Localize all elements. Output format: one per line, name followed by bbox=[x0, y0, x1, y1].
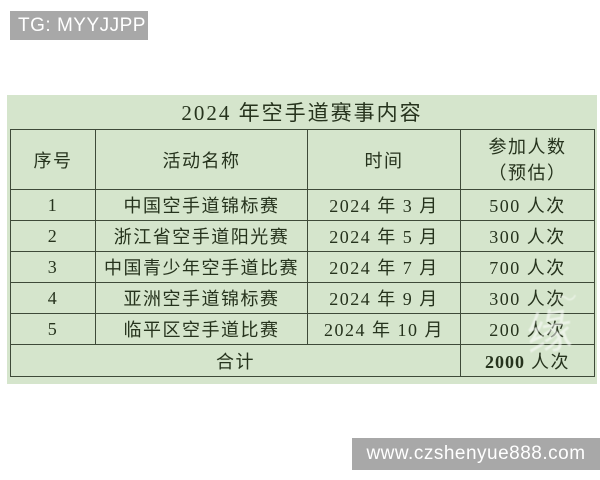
cell-time: 2024 年 9 月 bbox=[307, 282, 461, 314]
table-row: 5 临平区空手道比赛 2024 年 10 月 200 人次 bbox=[10, 313, 595, 345]
events-table: 序号 活动名称 时间 参加人数 （预估） 1 中国空手道锦标赛 2024 年 3… bbox=[10, 129, 595, 377]
total-participants-unit: 人次 bbox=[531, 351, 570, 372]
cell-no: 4 bbox=[10, 282, 96, 314]
total-participants-number: 2000 bbox=[485, 351, 525, 372]
table-total-row: 合计 2000 人次 bbox=[10, 344, 595, 377]
cell-activity-name: 亚洲空手道锦标赛 bbox=[95, 282, 308, 314]
url-bar: www.czshenyue888.com bbox=[352, 438, 600, 470]
cell-no: 1 bbox=[10, 189, 96, 221]
cell-activity-name: 中国空手道锦标赛 bbox=[95, 189, 308, 221]
table-row: 2 浙江省空手道阳光赛 2024 年 5 月 300 人次 bbox=[10, 220, 595, 252]
table-row: 3 中国青少年空手道比赛 2024 年 7 月 700 人次 bbox=[10, 251, 595, 283]
cell-activity-name: 临平区空手道比赛 bbox=[95, 313, 308, 345]
table-row: 4 亚洲空手道锦标赛 2024 年 9 月 300 人次 bbox=[10, 282, 595, 314]
table-row: 1 中国空手道锦标赛 2024 年 3 月 500 人次 bbox=[10, 189, 595, 221]
header-participants: 参加人数 （预估） bbox=[460, 129, 595, 190]
total-label: 合计 bbox=[10, 344, 461, 377]
header-activity-name: 活动名称 bbox=[95, 129, 308, 190]
header-participants-line2: （预估） bbox=[488, 162, 567, 183]
cell-time: 2024 年 7 月 bbox=[307, 251, 461, 283]
cell-no: 2 bbox=[10, 220, 96, 252]
events-panel: 2024 年空手道赛事内容 序号 活动名称 时间 参加人数 （预估） 1 中国空… bbox=[7, 95, 597, 384]
cell-participants: 500 人次 bbox=[460, 189, 595, 221]
cell-time: 2024 年 3 月 bbox=[307, 189, 461, 221]
cell-participants: 300 人次 bbox=[460, 220, 595, 252]
cell-activity-name: 中国青少年空手道比赛 bbox=[95, 251, 308, 283]
header-time: 时间 bbox=[307, 129, 461, 190]
total-participants: 2000 人次 bbox=[460, 344, 595, 377]
cell-no: 5 bbox=[10, 313, 96, 345]
cell-participants: 700 人次 bbox=[460, 251, 595, 283]
tg-badge: TG: MYYJJPP bbox=[10, 11, 148, 40]
page-title: 2024 年空手道赛事内容 bbox=[181, 101, 423, 125]
table-header-row: 序号 活动名称 时间 参加人数 （预估） bbox=[10, 129, 595, 190]
header-participants-line1: 参加人数 bbox=[488, 136, 567, 157]
cell-time: 2024 年 5 月 bbox=[307, 220, 461, 252]
cell-participants: 300 人次 bbox=[460, 282, 595, 314]
cell-activity-name: 浙江省空手道阳光赛 bbox=[95, 220, 308, 252]
cell-time: 2024 年 10 月 bbox=[307, 313, 461, 345]
cell-no: 3 bbox=[10, 251, 96, 283]
header-no: 序号 bbox=[10, 129, 96, 190]
cell-participants: 200 人次 bbox=[460, 313, 595, 345]
